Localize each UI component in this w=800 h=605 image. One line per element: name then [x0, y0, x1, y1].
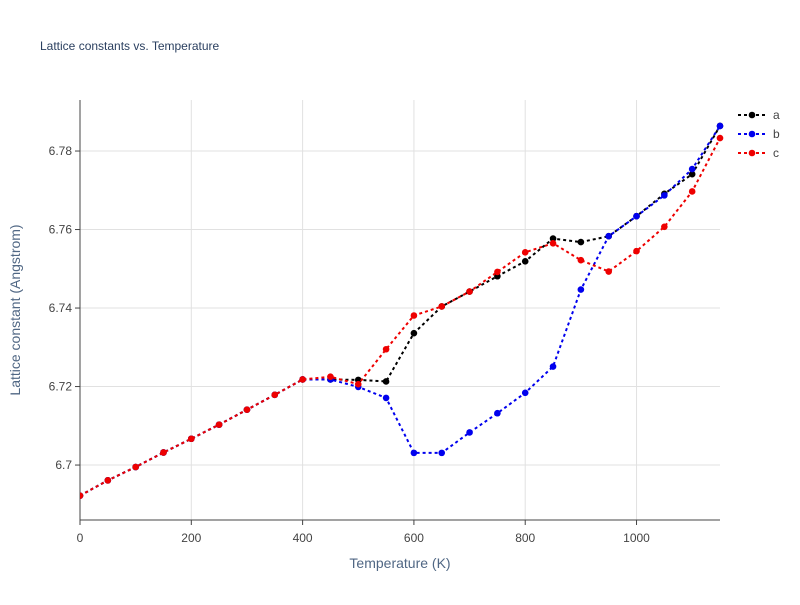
legend-label: b: [773, 127, 780, 141]
data-point-c: [160, 449, 167, 456]
data-point-c: [243, 406, 251, 414]
data-point-c: [354, 380, 362, 388]
x-tick-label: 400: [293, 531, 313, 545]
grid-layer: [80, 100, 720, 520]
data-point-c: [299, 376, 306, 383]
y-tick-label: 6.7: [55, 458, 72, 472]
y-axis-label: Lattice constant (Angstrom): [7, 224, 23, 395]
y-tick-label: 6.74: [49, 301, 73, 315]
axes-layer: 0 200 400 600 800 1000 6.7 6.72 6.74 6.76 6.78: [49, 100, 720, 545]
data-point-c: [577, 256, 585, 264]
data-point-b: [438, 449, 446, 457]
x-tick-label: 600: [404, 531, 424, 545]
data-point-c: [80, 492, 84, 499]
data-point-a: [549, 235, 557, 242]
data-point-c: [549, 239, 557, 247]
data-point-c: [466, 288, 473, 295]
y-tick-label: 6.76: [49, 223, 73, 237]
data-point-b: [716, 122, 724, 130]
data-point-b: [577, 286, 585, 293]
data-point-c: [410, 312, 418, 319]
data-point-c: [271, 391, 279, 399]
data-point-b: [661, 192, 668, 199]
data-point-c: [633, 247, 640, 255]
legend-marker: [748, 149, 756, 157]
series-layer: [80, 122, 724, 499]
data-point-a: [382, 378, 390, 385]
series-line-b: [80, 125, 721, 497]
data-point-b: [688, 165, 696, 173]
data-point-a: [521, 258, 529, 265]
x-axis-label: Temperature (K): [349, 555, 450, 571]
legend-label: a: [773, 108, 780, 122]
data-point-c: [688, 188, 696, 195]
series-line-a: [80, 125, 721, 497]
data-point-a: [688, 170, 696, 178]
data-point-c: [132, 463, 139, 471]
x-tick-label: 200: [181, 531, 201, 545]
legend-item-b[interactable]: b: [738, 127, 780, 141]
series-line-c: [80, 137, 721, 497]
legend-item-a[interactable]: a: [738, 108, 780, 122]
data-point-c: [215, 421, 223, 428]
data-point-b: [494, 409, 501, 417]
data-point-c: [661, 223, 668, 231]
data-point-b: [382, 394, 390, 402]
data-point-c: [104, 477, 112, 484]
legend-marker: [748, 130, 756, 138]
y-tick-label: 6.78: [49, 144, 73, 158]
data-point-c: [327, 373, 334, 381]
data-point-c: [382, 345, 390, 353]
x-tick-label: 800: [515, 531, 535, 545]
data-point-b: [466, 429, 473, 436]
legend[interactable]: abc: [738, 108, 780, 160]
data-point-a: [410, 329, 418, 337]
data-point-b: [605, 232, 612, 240]
data-point-c: [605, 268, 612, 275]
data-point-c: [188, 435, 195, 443]
data-point-b: [410, 449, 418, 457]
data-point-c: [716, 134, 724, 142]
data-point-b: [549, 363, 557, 370]
y-tick-label: 6.72: [49, 380, 73, 394]
data-point-c: [438, 303, 446, 310]
x-tick-label: 0: [77, 531, 84, 545]
chart-title: Lattice constants vs. Temperature: [40, 39, 220, 53]
data-point-b: [633, 212, 640, 220]
data-point-c: [494, 268, 501, 276]
data-point-c: [521, 248, 529, 256]
data-point-b: [521, 389, 529, 397]
x-tick-label: 1000: [623, 531, 650, 545]
legend-label: c: [773, 146, 779, 160]
legend-marker: [748, 111, 756, 119]
legend-item-c[interactable]: c: [738, 146, 779, 160]
data-point-a: [577, 238, 585, 246]
